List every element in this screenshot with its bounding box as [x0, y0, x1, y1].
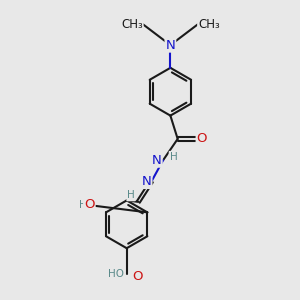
Text: N: N [142, 175, 152, 188]
Text: H: H [169, 152, 177, 162]
Text: CH₃: CH₃ [198, 18, 220, 31]
Text: H: H [127, 190, 135, 200]
Text: HO: HO [108, 269, 124, 279]
Text: H: H [79, 200, 86, 210]
Text: O: O [132, 270, 142, 283]
Text: O: O [84, 198, 94, 211]
Text: N: N [166, 39, 175, 52]
Text: O: O [196, 132, 207, 146]
Text: CH₃: CH₃ [121, 18, 143, 31]
Text: N: N [152, 154, 162, 167]
